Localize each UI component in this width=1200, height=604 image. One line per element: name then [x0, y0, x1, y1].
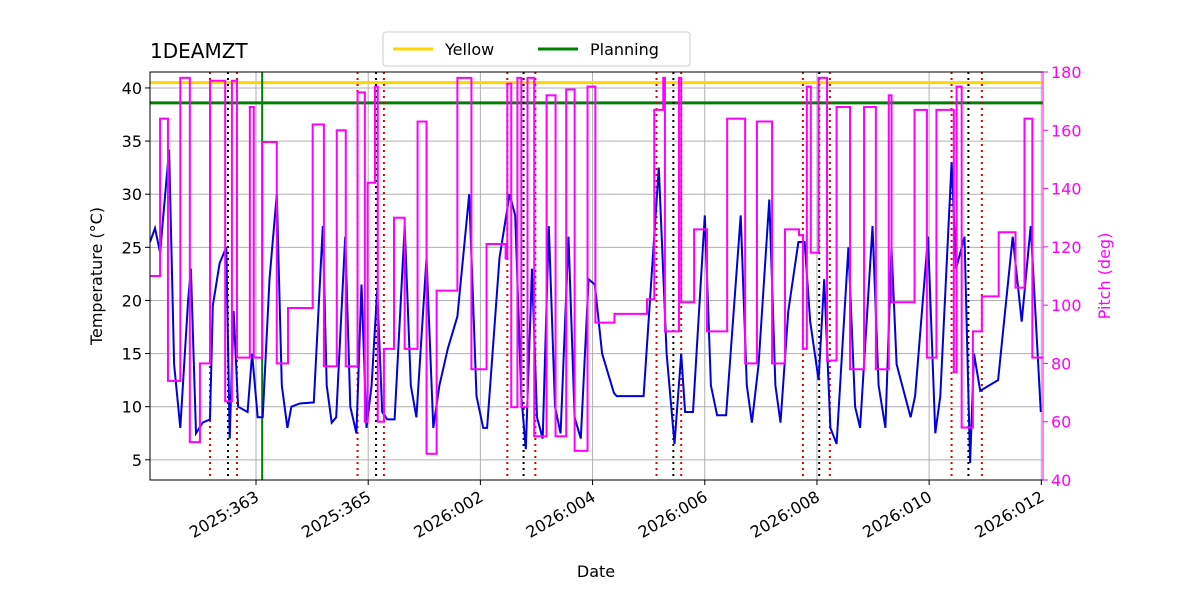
temperature-line	[150, 149, 1042, 464]
y-tick-label: 25	[122, 238, 142, 257]
legend-label: Planning	[590, 40, 659, 59]
y-tick-label: 30	[122, 185, 142, 204]
y-axis-label: Temperature (°C)	[87, 207, 106, 346]
y-tick-label: 20	[122, 291, 142, 310]
plot-area	[150, 72, 1043, 480]
y2-tick-label: 160	[1051, 121, 1082, 140]
y-tick-label: 40	[122, 79, 142, 98]
y2-tick-label: 120	[1051, 238, 1082, 257]
plot-frame	[149, 71, 1044, 481]
x-tick-label: 2026:004	[523, 487, 599, 542]
x-tick-label: 2026:008	[747, 487, 823, 542]
chart-title: 1DEAMZT	[150, 39, 248, 63]
y2-tick-label: 60	[1051, 413, 1071, 432]
y2-axis-label: Pitch (deg)	[1095, 233, 1114, 320]
y-tick-label: 15	[122, 345, 142, 364]
y2-tick-label: 80	[1051, 354, 1071, 373]
y-tick-label: 10	[122, 398, 142, 417]
y-tick-label: 35	[122, 132, 142, 151]
x-tick-label: 2025:365	[298, 487, 374, 542]
x-tick-label: 2025:363	[186, 487, 262, 542]
y-tick-label: 5	[132, 451, 142, 470]
x-tick-label: 2026:006	[635, 487, 711, 542]
y2-tick-label: 140	[1051, 180, 1082, 199]
x-tick-label: 2026:012	[971, 487, 1047, 542]
x-tick-label: 2026:002	[411, 487, 487, 542]
x-axis-label: Date	[577, 562, 615, 581]
legend-box	[382, 31, 691, 67]
y2-tick-label: 180	[1051, 63, 1082, 82]
legend-label: Yellow	[444, 40, 494, 59]
x-tick-label: 2026:010	[859, 487, 935, 542]
y2-tick-label: 100	[1051, 296, 1082, 315]
y2-tick-label: 40	[1051, 471, 1071, 490]
